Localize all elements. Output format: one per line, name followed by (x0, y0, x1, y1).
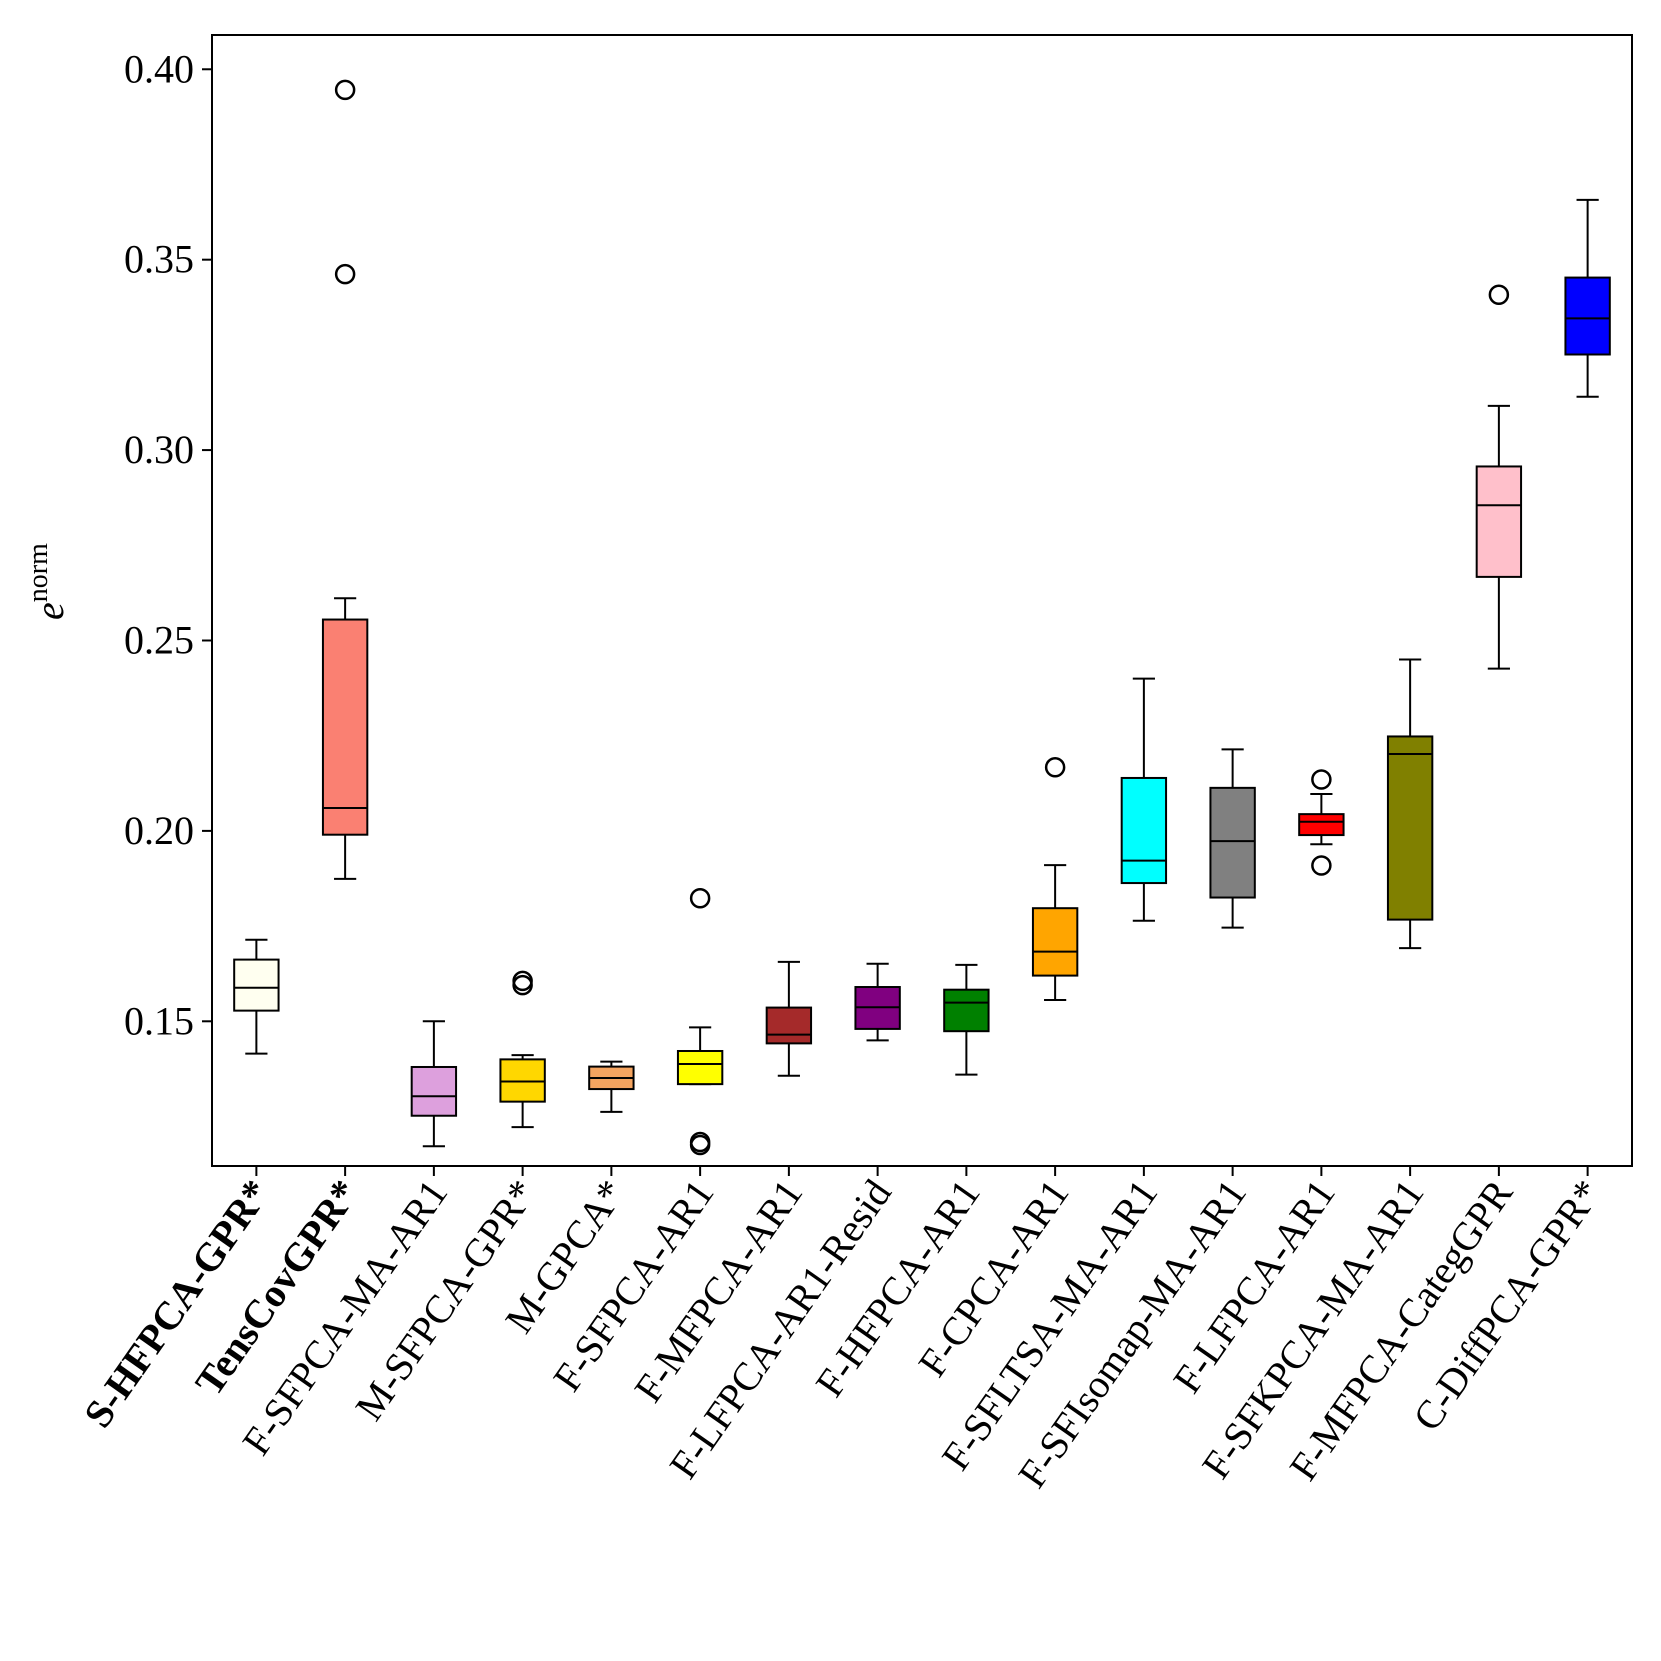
y-tick-label: 0.35 (124, 237, 194, 282)
outlier-point (1488, 284, 1510, 305)
y-axis-label-base: e (27, 602, 72, 620)
outlier-point (689, 888, 711, 909)
box-group (943, 963, 990, 1076)
box (1209, 786, 1256, 899)
y-axis-label-superscript: norm (23, 543, 54, 602)
outlier-point (1311, 769, 1332, 790)
box (765, 1006, 813, 1045)
box (1386, 735, 1434, 921)
box (1298, 813, 1345, 837)
box (321, 618, 369, 836)
box (1564, 276, 1611, 356)
box-group (765, 960, 813, 1077)
outlier-point (334, 79, 356, 101)
box (943, 988, 990, 1033)
svg-text:enorm: enorm (23, 543, 72, 620)
x-axis: S-HFPCA-GPR*TensCovGPR*F-SFPCA-MA-AR1M-S… (75, 1166, 1610, 1496)
box (233, 958, 280, 1012)
outlier-point (689, 1134, 711, 1156)
box-group (1120, 677, 1168, 922)
outlier-point (512, 970, 533, 992)
outlier-point (1044, 757, 1066, 778)
box-group (588, 1060, 635, 1113)
outlier-point (512, 974, 533, 996)
box-group (1209, 748, 1256, 929)
box-group (676, 888, 724, 1156)
y-tick-label: 0.40 (124, 46, 194, 91)
plot-area (233, 79, 1611, 1156)
box (676, 1049, 724, 1086)
box-group (1298, 769, 1345, 876)
box-group (410, 1020, 458, 1148)
box-group (1564, 198, 1611, 398)
plot-frame (211, 34, 1633, 1167)
box (1475, 465, 1523, 578)
box-group (233, 938, 280, 1055)
box-group (321, 79, 369, 880)
y-axis: 0.15 0.20 0.25 0.30 0.35 0.40 (124, 46, 212, 1043)
y-tick-label: 0.25 (124, 617, 194, 662)
box-group (1475, 284, 1523, 670)
y-tick-label: 0.20 (124, 808, 194, 853)
y-axis-label: enorm (23, 543, 72, 620)
y-tick-label: 0.30 (124, 427, 194, 472)
box (410, 1065, 458, 1117)
box-group (499, 970, 546, 1129)
outlier-point (1311, 855, 1332, 876)
box (1031, 907, 1079, 977)
box-group (1386, 658, 1434, 950)
box-group (1031, 757, 1079, 1001)
box-group (854, 962, 901, 1042)
y-tick-label: 0.15 (124, 998, 194, 1043)
outlier-point (334, 263, 356, 285)
box (1120, 776, 1168, 885)
